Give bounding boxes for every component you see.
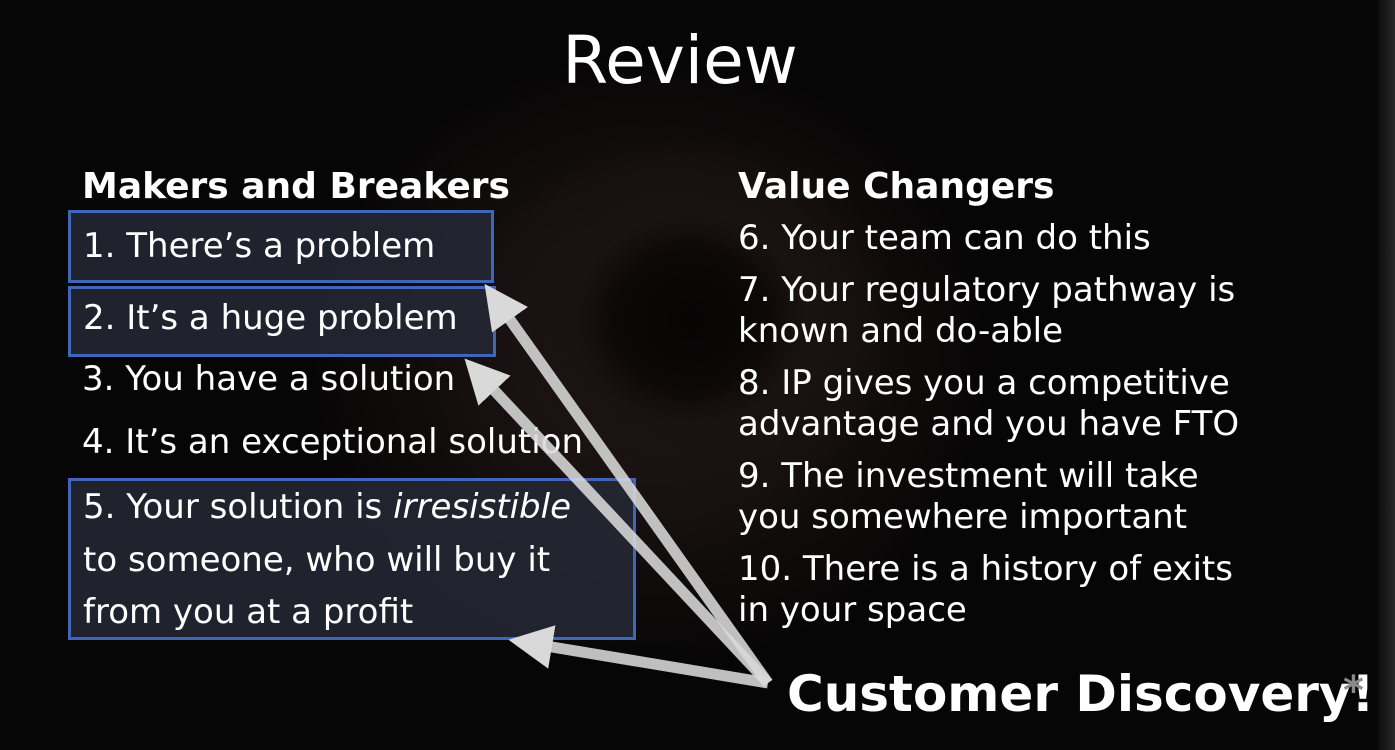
- arrow-to-item2: [484, 283, 773, 687]
- item5-box: 5. Your solution is irresistible to some…: [68, 478, 636, 640]
- customer-discovery-callout: Customer Discovery!: [787, 665, 1375, 723]
- item1-box: 1. There’s a problem: [68, 210, 494, 283]
- item3-text: 3. You have a solution: [82, 359, 456, 399]
- item5-line2: to someone, who will buy it: [83, 540, 551, 580]
- list-item-line1: 10. There is a history of exits: [738, 549, 1233, 589]
- item5-line1: 5. Your solution is irresistible: [83, 486, 633, 528]
- value-changers-list: 6. Your team can do this 7. Your regulat…: [738, 218, 1358, 642]
- value-changers-heading: Value Changers: [738, 166, 1055, 207]
- list-item-line1: 7. Your regulatory pathway is: [738, 270, 1236, 310]
- list-item: 9. The investment will take you somewher…: [738, 456, 1358, 538]
- makers-breakers-heading: Makers and Breakers: [82, 166, 510, 207]
- arrow-to-item5: [508, 625, 769, 689]
- asterisk-mark: *: [1343, 668, 1364, 714]
- list-item: 10. There is a history of exits in your …: [738, 549, 1358, 631]
- list-item-line1: 9. The investment will take: [738, 456, 1199, 496]
- item4-text: 4. It’s an exceptional solution: [82, 422, 584, 462]
- item5-emphasis: irresistible: [393, 487, 571, 527]
- item5-prefix: 5. Your solution is: [83, 487, 394, 527]
- list-item-line1: 6. Your team can do this: [738, 218, 1151, 258]
- arrow-to-item3: [464, 358, 773, 687]
- list-item: 8. IP gives you a competitive advantage …: [738, 363, 1358, 445]
- item5-line3: from you at a profit: [83, 592, 414, 632]
- list-item-line1: 8. IP gives you a competitive: [738, 363, 1230, 403]
- window-edge: [1377, 0, 1395, 750]
- item2-box: 2. It’s a huge problem: [68, 286, 496, 357]
- list-item: 6. Your team can do this: [738, 218, 1358, 259]
- list-item-line2: advantage and you have FTO: [738, 404, 1240, 444]
- item1-text: 1. There’s a problem: [83, 226, 436, 266]
- list-item-line2: in your space: [738, 590, 967, 630]
- list-item-line2: known and do-able: [738, 311, 1064, 351]
- slide-title: Review: [562, 22, 798, 99]
- list-item: 7. Your regulatory pathway is known and …: [738, 270, 1358, 352]
- item2-text: 2. It’s a huge problem: [83, 298, 458, 338]
- list-item-line2: you somewhere important: [738, 497, 1188, 537]
